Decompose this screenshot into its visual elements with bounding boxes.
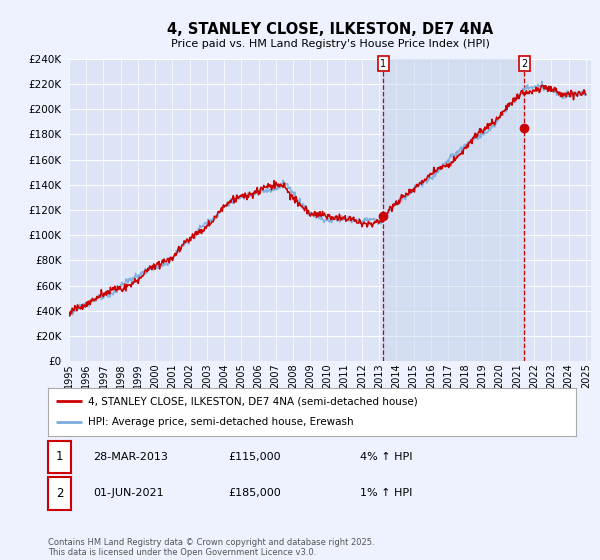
Text: 4% ↑ HPI: 4% ↑ HPI: [360, 452, 413, 462]
Text: 2014: 2014: [391, 363, 401, 388]
Text: 1% ↑ HPI: 1% ↑ HPI: [360, 488, 412, 498]
Text: 01-JUN-2021: 01-JUN-2021: [93, 488, 164, 498]
Text: 2012: 2012: [357, 363, 367, 388]
Text: 1999: 1999: [133, 363, 143, 388]
Text: 2: 2: [521, 59, 527, 69]
Text: £185,000: £185,000: [228, 488, 281, 498]
Text: 2010: 2010: [322, 363, 332, 388]
Text: 2017: 2017: [443, 363, 453, 388]
Text: 2020: 2020: [494, 363, 505, 388]
Text: 4, STANLEY CLOSE, ILKESTON, DE7 4NA (semi-detached house): 4, STANLEY CLOSE, ILKESTON, DE7 4NA (sem…: [88, 396, 418, 407]
Text: 2007: 2007: [271, 363, 281, 388]
Text: 1: 1: [380, 59, 386, 69]
Text: 4, STANLEY CLOSE, ILKESTON, DE7 4NA: 4, STANLEY CLOSE, ILKESTON, DE7 4NA: [167, 22, 493, 38]
Text: 2004: 2004: [219, 363, 229, 388]
Text: 28-MAR-2013: 28-MAR-2013: [93, 452, 168, 462]
Text: 2009: 2009: [305, 363, 315, 388]
Text: 2001: 2001: [167, 363, 178, 388]
Text: 1998: 1998: [116, 363, 125, 388]
Text: 2022: 2022: [529, 363, 539, 388]
Text: 2000: 2000: [150, 363, 160, 388]
Text: 2015: 2015: [409, 363, 419, 388]
Bar: [383, 59, 524, 361]
Text: 2011: 2011: [340, 363, 350, 388]
Text: 2018: 2018: [460, 363, 470, 388]
Text: 1995: 1995: [64, 363, 74, 388]
Text: 2021: 2021: [512, 363, 522, 388]
Text: 1997: 1997: [98, 363, 109, 388]
Text: Contains HM Land Registry data © Crown copyright and database right 2025.
This d: Contains HM Land Registry data © Crown c…: [48, 538, 374, 557]
Text: 1996: 1996: [81, 363, 91, 388]
Text: 2005: 2005: [236, 363, 246, 388]
Text: 2008: 2008: [288, 363, 298, 388]
Text: 2006: 2006: [254, 363, 263, 388]
Text: 2: 2: [56, 487, 63, 500]
Text: 2023: 2023: [547, 363, 556, 388]
Text: 2025: 2025: [581, 363, 591, 388]
Text: 2019: 2019: [478, 363, 487, 388]
Text: 2002: 2002: [185, 363, 194, 388]
Text: £115,000: £115,000: [228, 452, 281, 462]
Text: 2024: 2024: [563, 363, 574, 388]
Text: 2003: 2003: [202, 363, 212, 388]
Text: 2013: 2013: [374, 363, 384, 388]
Text: HPI: Average price, semi-detached house, Erewash: HPI: Average price, semi-detached house,…: [88, 417, 353, 427]
Text: Price paid vs. HM Land Registry's House Price Index (HPI): Price paid vs. HM Land Registry's House …: [170, 39, 490, 49]
Text: 2016: 2016: [426, 363, 436, 388]
Text: 1: 1: [56, 450, 63, 464]
